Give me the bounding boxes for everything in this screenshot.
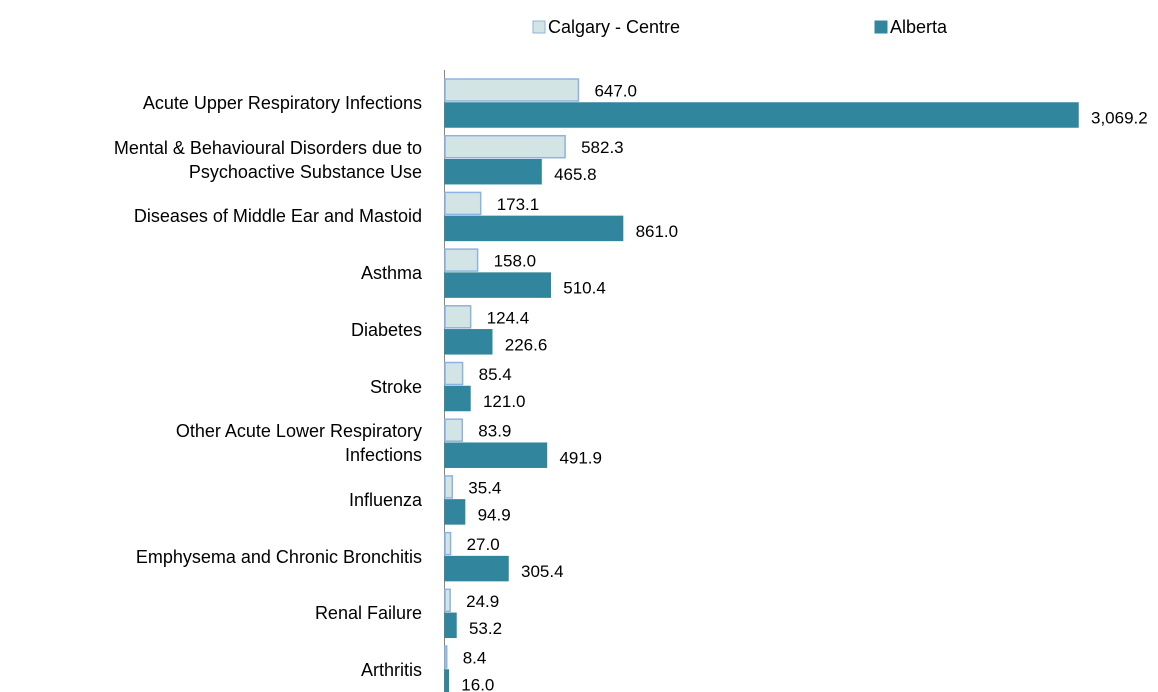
value-label: 491.9	[559, 449, 602, 468]
value-label: 27.0	[467, 535, 500, 554]
bar	[444, 612, 457, 639]
value-label: 85.4	[479, 365, 512, 384]
value-label: 83.9	[478, 422, 511, 441]
value-label: 24.9	[466, 592, 499, 611]
bar	[444, 645, 448, 669]
value-label: 121.0	[483, 392, 526, 411]
bar	[444, 442, 548, 468]
category-label: Stroke	[369, 376, 422, 397]
value-label: 16.0	[461, 675, 494, 692]
category-label: Renal Failure	[314, 603, 422, 624]
category-label: Arthritis	[360, 660, 422, 680]
value-label: 8.4	[463, 648, 487, 667]
bar	[444, 78, 580, 102]
bar	[444, 134, 566, 159]
bar	[444, 191, 482, 216]
bar	[444, 329, 493, 355]
category-label: Influenza	[348, 489, 422, 510]
value-label: 173.1	[497, 195, 540, 214]
category-label: Asthma	[360, 263, 422, 284]
bar	[444, 475, 454, 499]
value-label: 35.4	[468, 478, 501, 497]
value-label: 861.0	[636, 222, 679, 241]
value-label: 53.2	[469, 619, 502, 638]
category-label: Mental & Behavioural Disorders due to Ps…	[113, 137, 422, 182]
bar	[444, 248, 479, 272]
legend-swatch	[532, 20, 546, 34]
bar	[444, 555, 509, 582]
category-label: Other Acute Lower Respiratory Infections	[175, 421, 422, 466]
bar	[444, 272, 552, 298]
value-label: 226.6	[505, 335, 548, 354]
bar	[444, 588, 451, 613]
category-label: Diabetes	[350, 319, 422, 340]
bar	[444, 158, 542, 185]
bar	[444, 102, 1079, 128]
value-label: 582.3	[581, 138, 624, 157]
category-label: Acute Upper Respiratory Infections	[142, 93, 422, 113]
value-label: 158.0	[494, 252, 537, 271]
bar	[444, 385, 471, 412]
bar	[444, 215, 624, 242]
legend-label: Calgary - Centre	[548, 17, 680, 37]
category-label: Emphysema and Chronic Bronchitis	[135, 546, 422, 567]
bar	[444, 361, 464, 386]
legend-swatch	[874, 20, 888, 34]
category-label: Diseases of Middle Ear and Mastoid	[133, 206, 422, 227]
bar	[444, 531, 452, 556]
value-label: 305.4	[521, 562, 564, 581]
value-label: 94.9	[478, 505, 511, 524]
bar	[444, 305, 472, 329]
legend-label: Alberta	[890, 17, 948, 37]
value-label: 124.4	[487, 308, 530, 327]
value-label: 3,069.2	[1091, 108, 1148, 127]
value-label: 465.8	[554, 165, 597, 184]
bar	[444, 418, 464, 442]
value-label: 510.4	[563, 279, 606, 298]
bar	[444, 499, 466, 525]
bar	[444, 669, 450, 692]
value-label: 647.0	[594, 81, 637, 100]
